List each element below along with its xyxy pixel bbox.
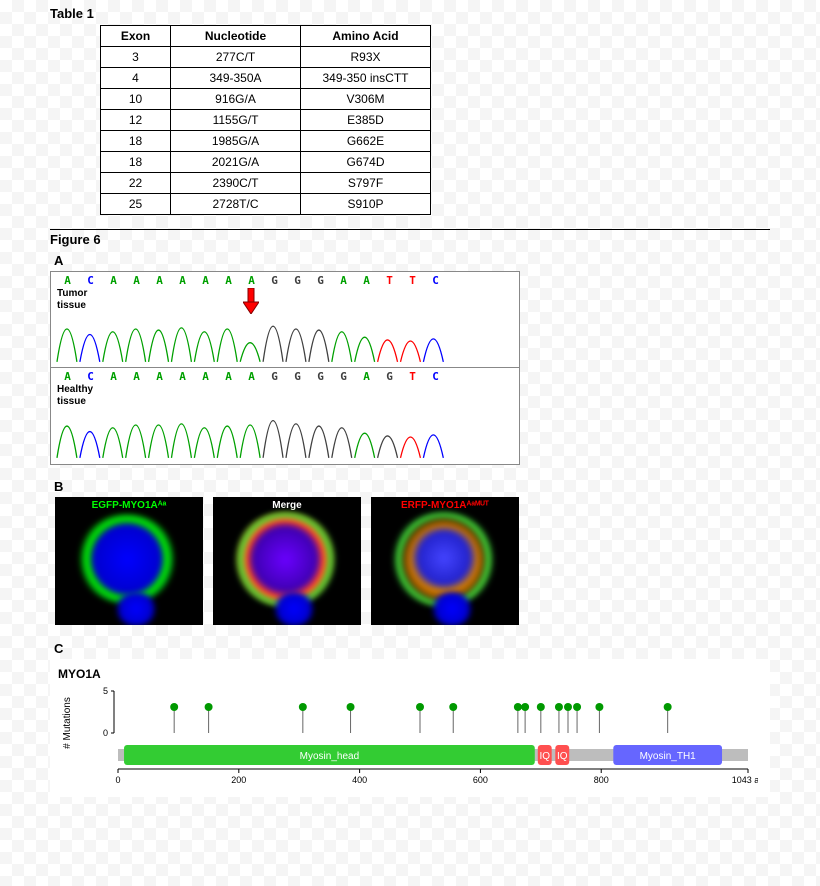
table-row: 222390C/TS797F	[101, 173, 431, 194]
table-cell: G674D	[301, 152, 431, 173]
svg-text:5: 5	[103, 686, 108, 696]
tissue-label: Tumortissue	[57, 288, 87, 312]
trace-svg	[51, 383, 519, 461]
y-axis-label: # Mutations	[62, 697, 73, 749]
base-letters: ACAAAAAAAGGGAATTC	[51, 272, 519, 287]
fluorescence-image: Merge	[213, 497, 361, 625]
fluorescence-image: ERFP-MYO1Aᴬᵃᴹᵁᵀ	[371, 497, 519, 625]
tissue-label: Healthytissue	[57, 384, 93, 408]
svg-text:0: 0	[103, 728, 108, 738]
x-tick-label: 200	[231, 775, 246, 785]
table-cell: 22	[101, 173, 171, 194]
panel-a-label: A	[54, 253, 820, 268]
col-nucleotide: Nucleotide	[171, 26, 301, 47]
lollipop-head	[521, 703, 529, 711]
table-cell: 1985G/A	[171, 131, 301, 152]
lollipop-head	[573, 703, 581, 711]
table-cell: 277C/T	[171, 47, 301, 68]
col-exon: Exon	[101, 26, 171, 47]
chromatogram-box: ACAAAAAAAGGGAATTCTumortissueACAAAAAAAGGG…	[50, 271, 520, 465]
table-cell: G662E	[301, 131, 431, 152]
trace-svg	[51, 287, 519, 365]
domain-label: IQ	[557, 751, 568, 762]
table-cell: 2021G/A	[171, 152, 301, 173]
lollipop-head	[537, 703, 545, 711]
table-header-row: Exon Nucleotide Amino Acid	[101, 26, 431, 47]
table-cell: 3	[101, 47, 171, 68]
table-row: 252728T/CS910P	[101, 194, 431, 215]
table-cell: 916G/A	[171, 89, 301, 110]
table-cell: 2390C/T	[171, 173, 301, 194]
separator	[50, 229, 770, 230]
base-letters: ACAAAAAAAGGGGAGTC	[51, 368, 519, 383]
mutation-arrow-icon	[243, 288, 259, 317]
table-row: 121155G/TE385D	[101, 110, 431, 131]
table-cell: 2728T/C	[171, 194, 301, 215]
table-cell: R93X	[301, 47, 431, 68]
lollipop-head	[299, 703, 307, 711]
table-cell: S910P	[301, 194, 431, 215]
x-tick-label: 0	[115, 775, 120, 785]
lollipop-head	[595, 703, 603, 711]
mutations-table: Exon Nucleotide Amino Acid 3277C/TR93X43…	[100, 25, 431, 215]
table-cell: V306M	[301, 89, 431, 110]
table-cell: 25	[101, 194, 171, 215]
figure-title: Figure 6	[50, 232, 820, 247]
fluorescence-label: EGFP-MYO1Aᴬᵃ	[55, 500, 203, 511]
panel-b-label: B	[54, 479, 820, 494]
x-tick-label: 600	[473, 775, 488, 785]
table-cell: 18	[101, 152, 171, 173]
table-row: 181985G/AG662E	[101, 131, 431, 152]
fluorescence-label: Merge	[213, 500, 361, 511]
table-cell: 10	[101, 89, 171, 110]
lollipop-head	[170, 703, 178, 711]
table-title: Table 1	[50, 6, 820, 21]
lollipop-head	[564, 703, 572, 711]
table-cell: 12	[101, 110, 171, 131]
table-cell: 349-350 insCTT	[301, 68, 431, 89]
chromatogram-track: ACAAAAAAAGGGAATTCTumortissue	[51, 272, 519, 368]
domain-label: IQ	[539, 751, 550, 762]
table-cell: S797F	[301, 173, 431, 194]
x-tick-label: 400	[352, 775, 367, 785]
table-row: 4349-350A349-350 insCTT	[101, 68, 431, 89]
domain-svg: # Mutations 0 5 Myosin_head IQ IQ Myosin_TH1 0 2…	[58, 683, 758, 793]
table-cell: E385D	[301, 110, 431, 131]
table-row: 182021G/AG674D	[101, 152, 431, 173]
fluorescence-label: ERFP-MYO1Aᴬᵃᴹᵁᵀ	[371, 500, 519, 511]
lollipop-head	[416, 703, 424, 711]
panel-c-label: C	[54, 641, 820, 656]
lollipop-head	[449, 703, 457, 711]
x-tick-label: 800	[594, 775, 609, 785]
lollipop-head	[664, 703, 672, 711]
fluorescence-image: EGFP-MYO1Aᴬᵃ	[55, 497, 203, 625]
lollipop-head	[205, 703, 213, 711]
table-cell: 349-350A	[171, 68, 301, 89]
lollipop-diagram: MYO1A # Mutations 0 5 Myosin_head IQ IQ Myosin…	[50, 659, 770, 797]
domain-label: Myosin_head	[300, 751, 359, 762]
lollipop-head	[555, 703, 563, 711]
chromatogram-track: ACAAAAAAAGGGGAGTCHealthytissue	[51, 368, 519, 464]
table-cell: 4	[101, 68, 171, 89]
col-aminoacid: Amino Acid	[301, 26, 431, 47]
lollipop-head	[514, 703, 522, 711]
table-cell: 18	[101, 131, 171, 152]
x-tick-label: 1043 aa	[732, 775, 758, 785]
table-row: 10916G/AV306M	[101, 89, 431, 110]
lollipop-head	[347, 703, 355, 711]
domain-label: Myosin_TH1	[640, 751, 697, 762]
table-row: 3277C/TR93X	[101, 47, 431, 68]
fluorescence-row: EGFP-MYO1Aᴬᵃ Merge ERFP-MYO1Aᴬᵃᴹᵁᵀ	[55, 497, 820, 625]
protein-name: MYO1A	[58, 667, 770, 681]
table-cell: 1155G/T	[171, 110, 301, 131]
